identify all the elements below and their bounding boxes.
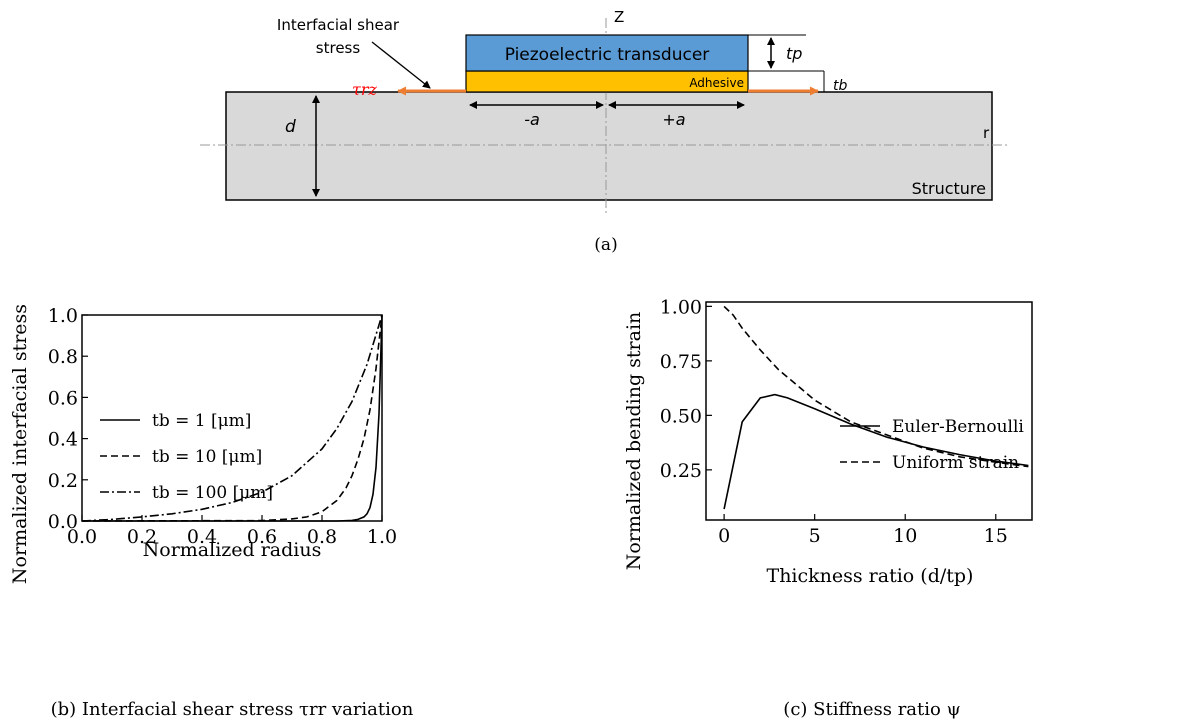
chart-b-series-1-line xyxy=(81,314,383,522)
chart-c-xtick-label-3: 15 xyxy=(984,525,1008,547)
chart-c-xtick-label-0: 0 xyxy=(718,525,730,547)
chart-c-ylabel: Normalized bending strain xyxy=(623,312,645,571)
chart-c-axes-frame xyxy=(705,301,1033,521)
chart-b-ticks-group: 0.0 0.2 0.4 0.6 0.8 1.0 0.0 0.2 0.4 0.6 0.8 1.0 xyxy=(48,305,397,548)
chart-b-ytick-label-1: 0.2 xyxy=(48,470,78,492)
r-axis-label: r xyxy=(983,124,990,142)
chart-c-ytick-label-0: 0.25 xyxy=(660,460,702,482)
chart-b-ytick-label-5: 1.0 xyxy=(48,305,78,327)
shear-label-line2: stress xyxy=(316,39,361,57)
chart-b-xtick-label-2: 0.4 xyxy=(187,526,217,548)
structure-block xyxy=(225,91,993,201)
chart-b-axes-frame xyxy=(81,314,383,522)
chart-c-legend: Euler-Bernoulli Uniform strain xyxy=(840,417,1024,473)
tb-label: tb xyxy=(833,78,847,94)
chart-c-ticks-group: 0 5 10 15 0.25 0.50 0.75 1.00 xyxy=(660,296,1008,547)
chart-b-ylabel: Normalized interfacial stress xyxy=(9,304,31,584)
chart-b-xtick-label-3: 0.6 xyxy=(247,526,277,548)
chart-c-xlabel: Thickness ratio (d/tp) xyxy=(767,565,974,587)
chart-b-xtick-label-5: 1.0 xyxy=(367,526,397,548)
chart-c: 0 5 10 15 0.25 0.50 0.75 1.00 Thickness ratio (… xyxy=(623,296,1033,720)
chart-b-ytick-label-2: 0.4 xyxy=(48,429,78,451)
plus-a-label: +a xyxy=(662,110,685,129)
shear-pointer-arrow xyxy=(371,41,431,89)
chart-b-ytick-label-3: 0.6 xyxy=(48,387,78,409)
chart-c-legend-label-0: Euler-Bernoulli xyxy=(892,417,1024,437)
chart-b-xtick-label-4: 0.8 xyxy=(307,526,337,548)
chart-c-series-0-line xyxy=(723,393,1029,510)
chart-c-ytick-label-2: 0.75 xyxy=(660,351,702,373)
structure-label: Structure xyxy=(912,179,986,198)
chart-c-xtick-label-1: 5 xyxy=(809,525,821,547)
chart-b-legend-label-2: tb = 100 [μm] xyxy=(152,483,273,503)
caption-a: (a) xyxy=(594,235,617,255)
d-label: d xyxy=(285,117,296,137)
chart-b: 0.0 0.2 0.4 0.6 0.8 1.0 0.0 0.2 0.4 0.6 0.8 1.0 Nor… xyxy=(9,304,414,720)
minus-a-label: -a xyxy=(524,110,540,129)
chart-c-legend-label-1: Uniform strain xyxy=(892,453,1019,473)
chart-b-legend-label-0: tb = 1 [μm] xyxy=(152,411,251,431)
chart-b-ytick-label-4: 0.8 xyxy=(48,346,78,368)
chart-b-legend: tb = 1 [μm] tb = 10 [μm] tb = 100 [μm] xyxy=(100,411,273,503)
chart-b-xlabel: Normalized radius xyxy=(143,539,322,561)
tp-label: tp xyxy=(786,44,802,63)
z-axis-label: Z xyxy=(614,8,624,26)
chart-c-ytick-label-3: 1.00 xyxy=(660,296,702,318)
chart-b-series-2-line xyxy=(81,314,383,522)
chart-b-caption: (b) Interfacial shear stress τrr variati… xyxy=(51,699,414,720)
chart-b-ytick-label-0: 0.0 xyxy=(48,511,78,533)
transducer-block xyxy=(465,34,749,72)
chart-c-xtick-label-2: 10 xyxy=(893,525,917,547)
adhesive-label: Adhesive xyxy=(689,76,744,90)
chart-c-series-group xyxy=(723,305,1029,510)
schematic-diagram: Piezoelectric transducer Adhesive Struct… xyxy=(200,8,1010,255)
chart-c-series-1-line xyxy=(723,305,1029,468)
shear-label-line1: Interfacial shear xyxy=(277,16,400,34)
chart-b-xtick-label-0: 0.0 xyxy=(67,526,97,548)
chart-b-legend-label-1: tb = 10 [μm] xyxy=(152,447,262,467)
chart-c-ytick-label-1: 0.50 xyxy=(660,405,702,427)
chart-b-xtick-label-1: 0.2 xyxy=(127,526,157,548)
tau-label: τrz xyxy=(352,80,378,99)
transducer-label: Piezoelectric transducer xyxy=(505,45,710,65)
chart-c-caption: (c) Stiffness ratio ψ xyxy=(783,699,960,720)
